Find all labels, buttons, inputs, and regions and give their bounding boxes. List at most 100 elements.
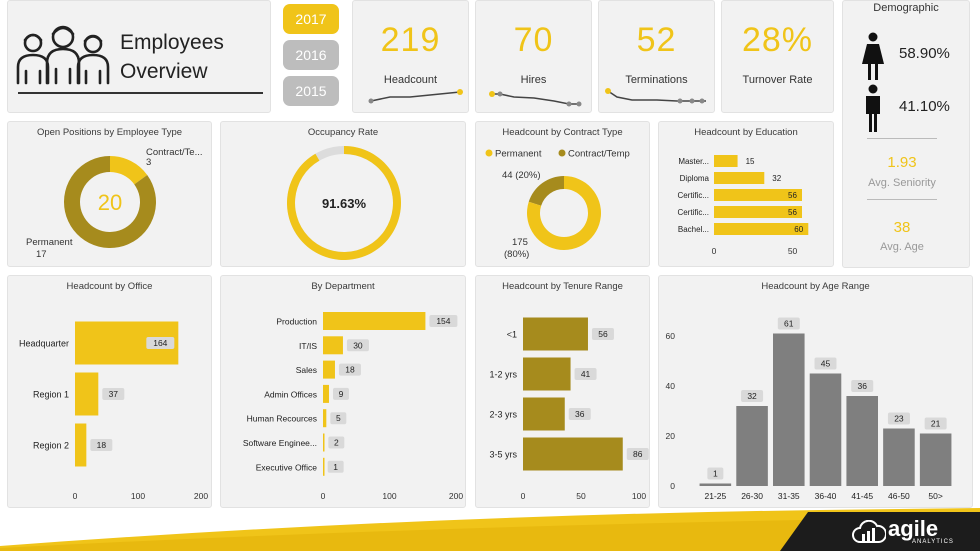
bar bbox=[323, 409, 327, 428]
hires-sparkline bbox=[489, 91, 582, 107]
demographic-title: Demographic bbox=[873, 2, 939, 14]
male-icon bbox=[866, 84, 880, 132]
category-label: 36-40 bbox=[815, 491, 837, 501]
category-label: Region 1 bbox=[33, 390, 69, 400]
data-label: 154 bbox=[436, 316, 450, 326]
bar bbox=[846, 396, 879, 486]
data-label-bg bbox=[707, 467, 724, 480]
tick-label: 50 bbox=[576, 491, 586, 501]
card-contract-type: Headcount by Contract Type Permanent Cont… bbox=[475, 121, 650, 267]
tick-label: 20 bbox=[666, 431, 676, 441]
data-label-bg bbox=[429, 315, 458, 327]
tick-label: 50 bbox=[788, 246, 798, 256]
data-label: 56 bbox=[598, 329, 608, 339]
year-button-2017[interactable]: 2017 bbox=[283, 4, 339, 34]
age-label: Avg. Age bbox=[880, 241, 924, 253]
brand-sub: ANALYTICS bbox=[912, 539, 954, 545]
data-label-bg bbox=[146, 337, 175, 349]
category-label: 41-45 bbox=[851, 491, 873, 501]
data-label: 86 bbox=[633, 449, 643, 459]
tenure-chart: <1 56 1-2 yrs 41 2-3 yrs 36 3-5 yrs 86 0 50 100 bbox=[489, 317, 649, 501]
tick-label: 100 bbox=[131, 491, 145, 501]
card-education: Headcount by Education Master... 15 Diplom… bbox=[658, 121, 834, 267]
chart-title: Open Positions by Employee Type bbox=[36, 127, 183, 138]
bar bbox=[714, 223, 809, 235]
data-label-bg bbox=[814, 357, 837, 370]
chart-title: Headcount by Office bbox=[66, 281, 153, 292]
category-label: Admin Offices bbox=[264, 389, 317, 399]
category-label: 31-35 bbox=[778, 491, 800, 501]
category-label: <1 bbox=[507, 330, 517, 340]
chart-title: Headcount by Tenure Range bbox=[502, 281, 623, 292]
data-label: 1 bbox=[713, 469, 718, 479]
kpi-label: Terminations bbox=[625, 74, 688, 86]
year-button-2016[interactable]: 2016 bbox=[283, 40, 339, 70]
slice-value: 3 bbox=[146, 157, 151, 168]
data-label: 30 bbox=[353, 340, 363, 350]
center-value: 91.63% bbox=[322, 196, 367, 211]
kpi-turnover: 28% Turnover Rate bbox=[721, 0, 834, 113]
category-label: 2-3 yrs bbox=[489, 410, 517, 420]
card-occupancy: Occupancy Rate 91.63% bbox=[220, 121, 466, 267]
data-label: 36 bbox=[575, 409, 585, 419]
title-line-1: Employees bbox=[120, 31, 224, 54]
legend-marker bbox=[485, 149, 493, 157]
tick-label: 100 bbox=[382, 491, 396, 501]
category-label: Certific... bbox=[677, 191, 709, 200]
page-title: Employees Overview bbox=[120, 28, 224, 86]
data-label-bg bbox=[102, 388, 125, 400]
brand-name: agile bbox=[888, 516, 939, 541]
slice-label: 175 bbox=[512, 237, 528, 248]
card-department: By Department Production 154 IT/IS 30 Sales 1… bbox=[220, 275, 466, 508]
category-label: 46-50 bbox=[888, 491, 910, 501]
bar bbox=[714, 155, 738, 167]
divider bbox=[867, 199, 937, 200]
data-label: 2 bbox=[334, 438, 339, 448]
contract-type-chart: Permanent Contract/Temp 44 (20%) 175(80%) bbox=[485, 149, 630, 260]
bar bbox=[75, 372, 99, 416]
slice-label: 44 (20%) bbox=[502, 170, 541, 181]
kpi-label: Turnover Rate bbox=[742, 74, 813, 86]
bar bbox=[919, 433, 952, 486]
tick-label: 200 bbox=[194, 491, 208, 501]
education-chart: Master... 15 Diploma 32 Certific... 56 Certifi… bbox=[677, 155, 809, 256]
data-label-bg bbox=[338, 363, 361, 376]
data-label: 5 bbox=[336, 413, 341, 423]
bar bbox=[714, 206, 802, 218]
tick-label: 40 bbox=[666, 381, 676, 391]
bar bbox=[736, 406, 768, 486]
data-label-bg bbox=[777, 317, 800, 330]
data-label: 23 bbox=[894, 414, 904, 424]
age-value: 38 bbox=[893, 219, 911, 236]
chart-title: By Department bbox=[311, 281, 375, 292]
male-percentage: 41.10% bbox=[899, 98, 950, 115]
data-label-bg bbox=[591, 328, 614, 340]
employees-group-icon bbox=[16, 25, 110, 85]
bar bbox=[714, 172, 765, 184]
category-label: 26-30 bbox=[741, 491, 763, 501]
bar bbox=[323, 457, 325, 476]
chart-title: Headcount by Age Range bbox=[761, 281, 870, 292]
category-label: Production bbox=[276, 317, 317, 327]
tick-label: 0 bbox=[521, 491, 526, 501]
kpi-value: 70 bbox=[513, 21, 554, 59]
data-label: 61 bbox=[784, 319, 794, 329]
female-percentage: 58.90% bbox=[899, 45, 950, 62]
kpi-hires: 70 Hires bbox=[475, 0, 592, 113]
data-label: 60 bbox=[794, 225, 803, 234]
bar bbox=[714, 189, 802, 201]
data-label: 45 bbox=[821, 359, 831, 369]
category-label: Headquarter bbox=[19, 339, 69, 349]
data-label: 32 bbox=[772, 174, 781, 183]
tick-label: 0 bbox=[321, 491, 326, 501]
bar bbox=[323, 360, 335, 379]
data-label: 15 bbox=[746, 157, 755, 166]
year-button-2015[interactable]: 2015 bbox=[283, 76, 339, 106]
data-label-bg bbox=[568, 408, 591, 420]
tick-label: 0 bbox=[712, 246, 717, 256]
category-label: Diploma bbox=[680, 174, 710, 183]
title-underline bbox=[18, 92, 263, 94]
data-label: 32 bbox=[747, 391, 757, 401]
seniority-value: 1.93 bbox=[887, 154, 917, 171]
